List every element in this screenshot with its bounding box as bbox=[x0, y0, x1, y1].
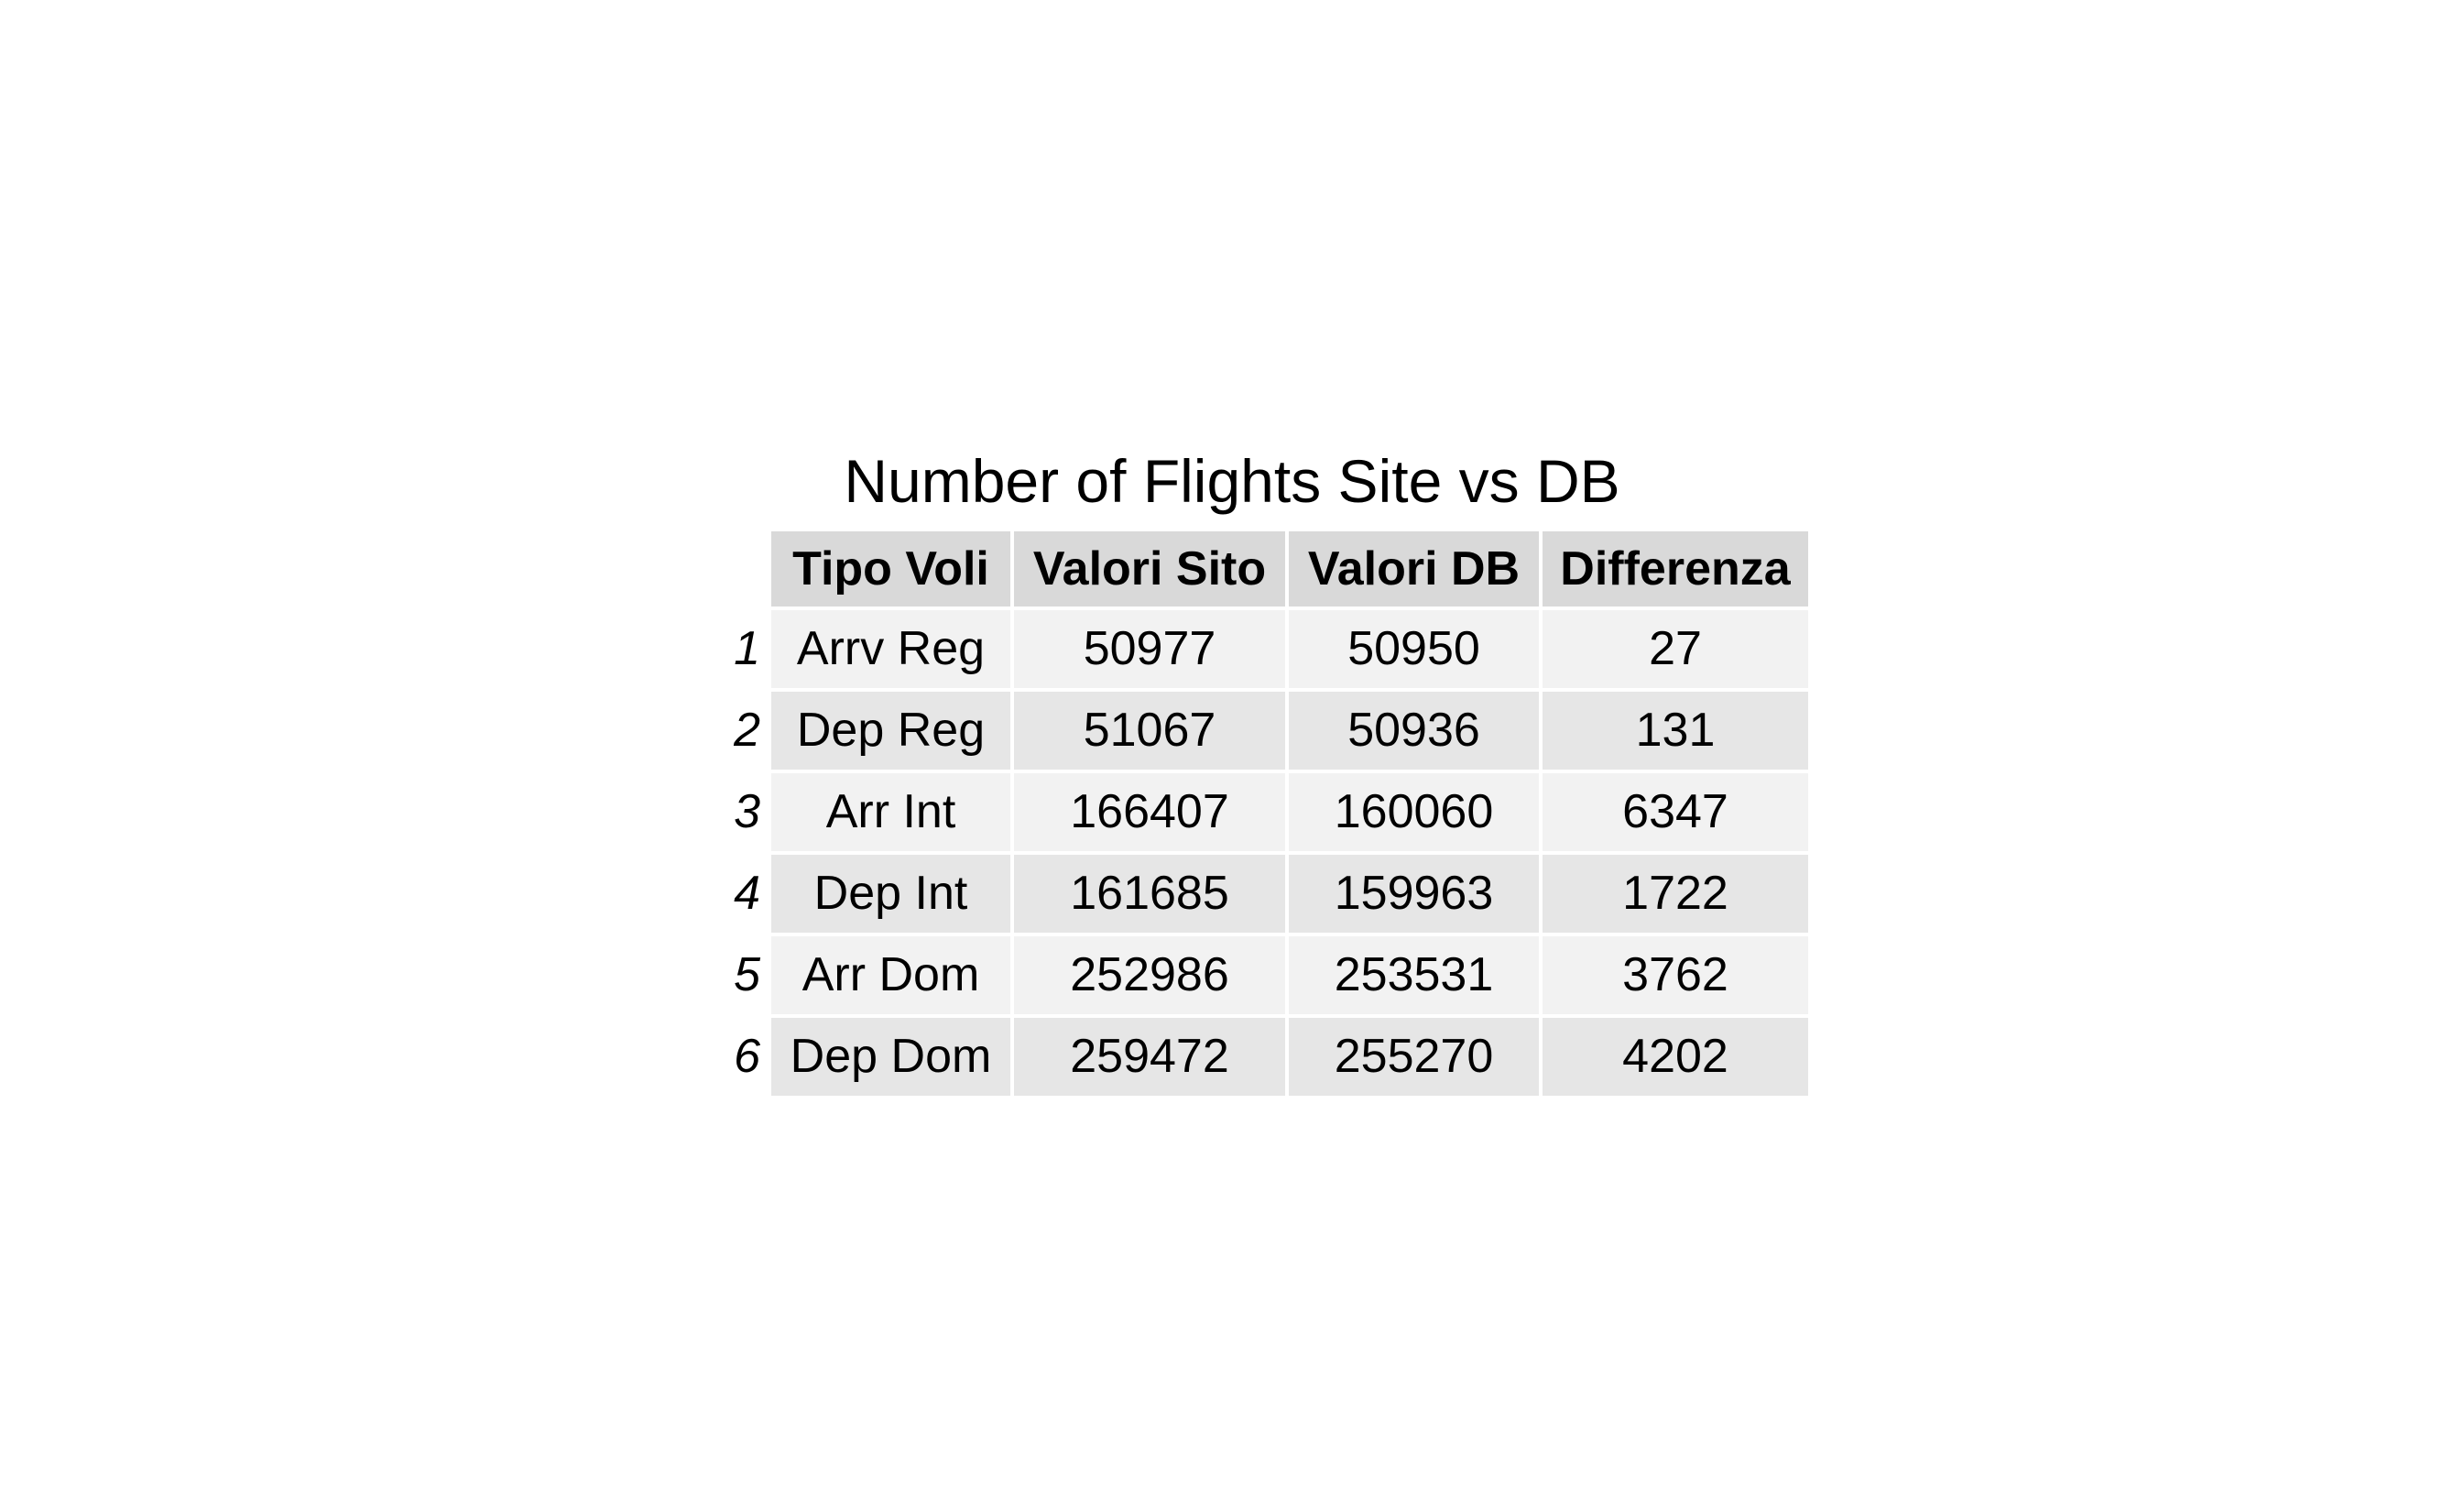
table-cell-valori-db: 253531 bbox=[1289, 936, 1539, 1014]
table-cell-valori-db: 160060 bbox=[1289, 773, 1539, 851]
table-cell-valori-sito: 252986 bbox=[1014, 936, 1285, 1014]
table-cell-tipo-voli: Arr Int bbox=[771, 773, 1010, 851]
table-cell-tipo-voli: Dep Int bbox=[771, 855, 1010, 933]
column-header-tipo-voli: Tipo Voli bbox=[771, 531, 1010, 606]
row-number: 5 bbox=[734, 948, 760, 1001]
row-number: 1 bbox=[734, 622, 760, 675]
table-cell-differenza: 6347 bbox=[1543, 773, 1808, 851]
table-cell-differenza: 27 bbox=[1543, 610, 1808, 688]
table-cell-valori-sito: 259472 bbox=[1014, 1018, 1285, 1096]
row-number: 4 bbox=[734, 867, 760, 920]
table-cell-valori-sito: 50977 bbox=[1014, 610, 1285, 688]
table-cell-valori-sito: 161685 bbox=[1014, 855, 1285, 933]
table-cell-tipo-voli: Arrv Reg bbox=[771, 610, 1010, 688]
table-cell-differenza: 131 bbox=[1543, 692, 1808, 770]
table-cell-tipo-voli: Dep Dom bbox=[771, 1018, 1010, 1096]
column-header-differenza: Differenza bbox=[1543, 531, 1808, 606]
table-cell-differenza: 4202 bbox=[1543, 1018, 1808, 1096]
table-cell-differenza: 1722 bbox=[1543, 855, 1808, 933]
column-header-valori-db: Valori DB bbox=[1289, 531, 1539, 606]
table-cell-valori-db: 50950 bbox=[1289, 610, 1539, 688]
table-cell-valori-db: 255270 bbox=[1289, 1018, 1539, 1096]
column-header-valori-sito: Valori Sito bbox=[1014, 531, 1285, 606]
table-cell-tipo-voli: Arr Dom bbox=[771, 936, 1010, 1014]
table-cell-tipo-voli: Dep Reg bbox=[771, 692, 1010, 770]
table-cell-valori-sito: 51067 bbox=[1014, 692, 1285, 770]
row-number: 6 bbox=[734, 1030, 760, 1083]
table-cell-differenza: 3762 bbox=[1543, 936, 1808, 1014]
table-title: Number of Flights Site vs DB bbox=[844, 447, 1620, 515]
table-cell-valori-db: 50936 bbox=[1289, 692, 1539, 770]
table-cell-valori-db: 159963 bbox=[1289, 855, 1539, 933]
row-number: 3 bbox=[734, 785, 760, 838]
row-number: 2 bbox=[734, 704, 760, 757]
table-cell-valori-sito: 166407 bbox=[1014, 773, 1285, 851]
